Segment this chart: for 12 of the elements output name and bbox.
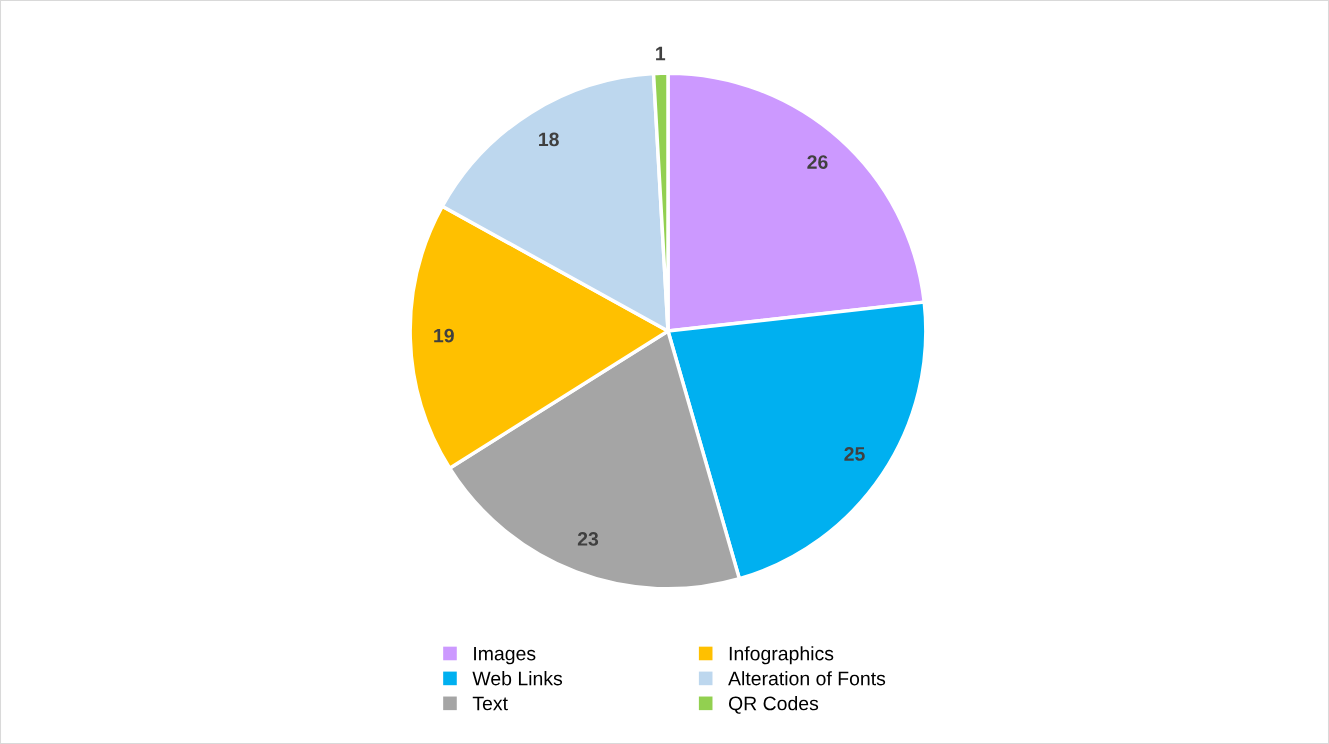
legend-label: Alteration of Fonts bbox=[728, 671, 886, 686]
data-label: 26 bbox=[807, 155, 828, 169]
legend-label: Web Links bbox=[472, 671, 563, 686]
legend-label: Images bbox=[474, 646, 536, 665]
data-label: 23 bbox=[577, 532, 599, 546]
legend-label: Text bbox=[472, 696, 508, 711]
data-label: 1 bbox=[656, 46, 666, 61]
legend-label: Infographics bbox=[729, 646, 834, 665]
data-label: 18 bbox=[539, 132, 559, 147]
data-label: 25 bbox=[844, 447, 865, 461]
legend-label: QR Codes bbox=[728, 696, 819, 714]
data-label: 19 bbox=[434, 328, 454, 343]
